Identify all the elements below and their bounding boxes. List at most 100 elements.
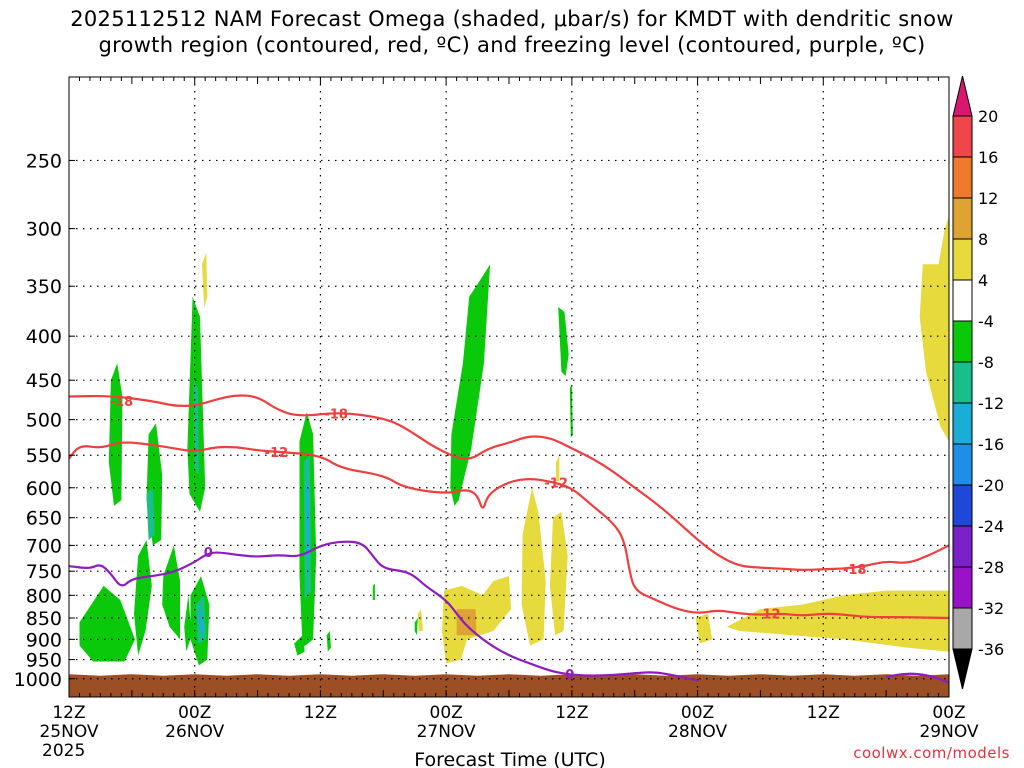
x-axis-label: Forecast Time (UTC) xyxy=(414,749,605,768)
y-tick-label-850: 850 xyxy=(26,608,62,630)
colorbar-label-3: 8 xyxy=(978,230,988,249)
colorbar-label-1: 16 xyxy=(978,148,998,167)
omega-region-13 xyxy=(450,264,491,506)
omega-region-2 xyxy=(134,540,152,656)
omega-region-21 xyxy=(305,481,310,562)
omega-region-16 xyxy=(146,487,155,540)
omega-region-28 xyxy=(695,613,713,644)
contour-dendritic-0 xyxy=(69,394,949,571)
colorbar-bin-0 xyxy=(952,115,973,158)
colorbar-label-4: 4 xyxy=(978,271,988,290)
colorbar: 20 16 12 8 4 -4 -8 -12 -16 -20 -24 -28 -32 -36 xyxy=(952,75,1004,690)
contour-label-dendritic-1-0: -12 xyxy=(265,446,289,461)
contour-label-dendritic-0-1: -18 xyxy=(324,408,348,423)
x-tick-text: 2025 xyxy=(42,741,85,761)
y-tick-label-250: 250 xyxy=(26,150,62,172)
colorbar-bin-6 xyxy=(952,361,973,404)
contour-label-dendritic-0-0: -18 xyxy=(110,395,134,410)
x-tick-text: 00Z xyxy=(178,703,211,723)
x-tick-text: 27NOV xyxy=(417,722,476,742)
contour-dendritic-1 xyxy=(69,441,949,620)
colorbar-label-12: -32 xyxy=(978,599,1004,618)
colorbar-bin-10 xyxy=(952,525,973,568)
colorbar-bin-8 xyxy=(952,443,973,486)
y-tick-label-350: 350 xyxy=(26,276,62,298)
colorbar-label-9: -20 xyxy=(978,476,1004,495)
omega-region-11 xyxy=(372,583,375,600)
x-tick-label-24: 12Z xyxy=(304,703,337,723)
omega-region-22 xyxy=(202,252,208,307)
omega-region-9 xyxy=(294,635,305,656)
colorbar-label-5: -4 xyxy=(978,312,994,331)
omega-region-26 xyxy=(549,511,568,636)
y-tick-label-950: 950 xyxy=(26,650,62,672)
colorbar-bin-2 xyxy=(952,197,973,240)
y-tick-label-400: 400 xyxy=(26,326,62,348)
y-axis: 2503003504004505005506006507007508008509… xyxy=(14,150,75,691)
colorbar-bin-4 xyxy=(952,279,973,322)
colorbar-label-6: -8 xyxy=(978,353,994,372)
contour-label-freezing-2-0: 0 xyxy=(204,546,213,561)
credit-text: coolwx.com/models xyxy=(853,744,1010,762)
omega-region-24 xyxy=(442,576,512,664)
omega-region-29 xyxy=(726,590,949,652)
x-tick-text: 00Z xyxy=(681,703,714,723)
y-tick-label-900: 900 xyxy=(26,629,62,651)
x-tick-text: 12Z xyxy=(807,703,840,723)
x-tick-label-48: 12Z xyxy=(555,703,588,723)
colorbar-label-13: -36 xyxy=(978,640,1004,659)
chart-title: 2025112512 NAM Forecast Omega (shaded, μ… xyxy=(0,6,1024,58)
plot-frame xyxy=(68,76,950,698)
y-tick-label-550: 550 xyxy=(26,445,62,467)
y-tick-label-300: 300 xyxy=(26,219,62,241)
omega-region-30 xyxy=(919,215,949,442)
x-tick-text: 12Z xyxy=(555,703,588,723)
x-tick-text: 12Z xyxy=(52,703,85,723)
omega-region-20 xyxy=(198,609,205,634)
chart-title-line-1: 2025112512 NAM Forecast Omega (shaded, μ… xyxy=(70,7,954,31)
contour-label-dendritic-1-2: -12 xyxy=(757,608,781,623)
colorbar-top-triangle xyxy=(952,75,973,117)
colorbar-bin-12 xyxy=(952,607,973,650)
colorbar-bin-5 xyxy=(952,320,973,363)
x-tick-text: 00Z xyxy=(932,703,965,723)
colorbar-label-0: 20 xyxy=(978,107,998,126)
colorbar-label-7: -12 xyxy=(978,394,1004,413)
y-tick-label-750: 750 xyxy=(26,561,62,583)
x-tick-text: 29NOV xyxy=(919,722,978,742)
colorbar-label-2: 12 xyxy=(978,189,998,208)
colorbar-bottom-triangle xyxy=(952,648,973,690)
terrain-fill xyxy=(69,674,949,697)
colorbar-label-11: -28 xyxy=(978,558,1004,577)
y-tick-label-500: 500 xyxy=(26,410,62,432)
omega-region-25 xyxy=(521,487,546,646)
omega-region-5 xyxy=(184,595,192,652)
x-tick-text: 28NOV xyxy=(668,722,727,742)
x-tick-text: 00Z xyxy=(430,703,463,723)
contour-label-dendritic-0-2: -18 xyxy=(843,563,867,578)
colorbar-label-10: -24 xyxy=(978,517,1004,536)
omega-region-27 xyxy=(556,455,560,482)
colorbar-label-8: -16 xyxy=(978,435,1004,454)
contour-layer: -18 -18 -18 -12 -12 -12 0 0 xyxy=(69,394,949,684)
colorbar-bin-11 xyxy=(952,566,973,609)
omega-shading-layer xyxy=(79,215,949,666)
chart-title-line-2: growth region (contoured, red, ºC) and f… xyxy=(98,33,926,57)
contour-label-dendritic-1-1: -12 xyxy=(544,477,568,492)
omega-region-14 xyxy=(558,307,569,376)
x-tick-label-72: 12Z xyxy=(807,703,840,723)
y-tick-label-700: 700 xyxy=(26,535,62,557)
x-tick-text: 12Z xyxy=(304,703,337,723)
omega-region-0 xyxy=(108,363,123,506)
omega-region-12 xyxy=(414,618,418,636)
omega-region-15 xyxy=(569,384,573,438)
omega-region-23 xyxy=(417,609,424,631)
y-tick-label-1000: 1000 xyxy=(14,669,62,691)
